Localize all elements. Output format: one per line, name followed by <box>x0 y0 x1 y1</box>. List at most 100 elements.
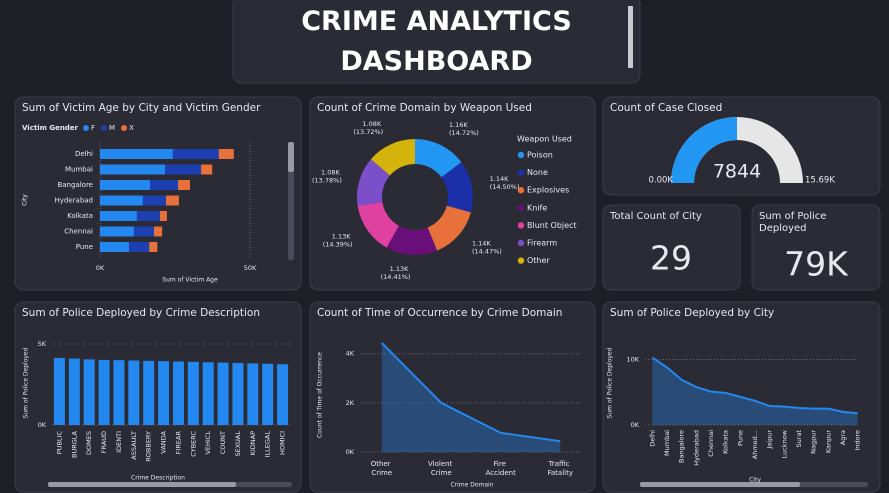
donut-slice <box>441 162 473 213</box>
bar-segment <box>149 242 158 252</box>
x-tick-label: FIREAR <box>174 431 182 455</box>
y-tick-label: Pune <box>76 243 93 251</box>
y-axis-label: Sum of Police Deployed <box>23 347 30 418</box>
bar-segment <box>218 149 234 159</box>
bar-segment <box>166 195 179 206</box>
scrollbar-thumb[interactable] <box>288 142 294 172</box>
x-tick-label: 0K <box>96 264 105 272</box>
y-axis-label: City <box>22 194 29 206</box>
data-label: 1.14K (14.50%) <box>490 175 520 191</box>
x-tick-label: Kolkata <box>722 430 730 454</box>
title-panel <box>232 0 641 84</box>
x-tick-label: Jaipur <box>766 430 774 450</box>
data-label: 1.13K (14.39%) <box>323 232 353 248</box>
bar-segment <box>165 164 202 175</box>
data-label: 1.13K (14.41%) <box>381 265 411 281</box>
bar <box>68 358 80 425</box>
legend-label: None <box>527 168 548 177</box>
bar <box>172 361 184 425</box>
legend-label: Explosives <box>527 186 569 195</box>
bar-segment <box>150 180 178 190</box>
panel <box>14 301 302 493</box>
bar <box>98 359 110 425</box>
x-tick-label: CYBERC <box>189 431 197 457</box>
donut-slice <box>415 139 462 178</box>
legend-label: M <box>109 124 115 132</box>
legend-marker <box>517 222 525 229</box>
bar-segment <box>100 180 151 190</box>
x-tick-label: DOMES <box>85 431 93 455</box>
bar-segment <box>100 242 130 252</box>
x-tick-label: FRAUD <box>100 431 108 453</box>
y-axis-label: Sum of Police Deployed <box>607 347 614 418</box>
bar <box>217 362 229 425</box>
x-axis-label: Crime Description <box>131 475 185 482</box>
bar-segment <box>133 226 154 237</box>
x-tick-label: VANDA <box>160 430 168 453</box>
bar-segment <box>178 180 190 190</box>
donut-slice <box>370 139 415 176</box>
bar <box>232 362 244 425</box>
x-tick-label: Nagpur <box>810 430 818 454</box>
x-tick-label: Other Crime <box>371 460 393 477</box>
legend-label: F <box>91 124 95 132</box>
card-value: 29 <box>650 239 692 278</box>
x-tick-label: Pune <box>736 430 744 446</box>
scrollbar-thumb[interactable] <box>48 482 236 487</box>
bar-segment <box>100 195 143 206</box>
x-tick-label: Surat <box>795 430 803 448</box>
page-title: CRIME ANALYTICS DASHBOARD <box>301 5 572 77</box>
title-box: CRIME ANALYTICS DASHBOARD <box>233 0 640 83</box>
title-scrollbar <box>628 6 633 68</box>
bar <box>113 360 125 425</box>
y-tick-label: 10K <box>626 356 639 364</box>
bar-segment <box>136 211 160 221</box>
x-axis-label: City <box>749 477 761 484</box>
x-tick-label: PUBLIC <box>55 431 63 455</box>
scrollbar-thumb[interactable] <box>640 482 800 487</box>
y-tick-label: 0K <box>346 448 355 456</box>
legend-label: Firearm <box>527 239 557 248</box>
x-tick-label: ASSAULT <box>130 431 138 460</box>
bar-segment <box>160 211 167 221</box>
gauge-max-label: 15.69K <box>805 176 835 186</box>
card-value: 79K <box>784 245 849 284</box>
donut-slice <box>427 205 471 251</box>
legend-marker <box>517 239 525 247</box>
area-line <box>381 342 561 443</box>
legend-marker <box>517 169 525 176</box>
y-tick-label: 2K <box>346 399 355 407</box>
legend-marker <box>517 257 525 264</box>
data-label: 1.08K (13.78%) <box>312 168 342 184</box>
x-tick-label: Delhi <box>648 430 656 447</box>
x-tick-label: Violent Crime <box>428 460 455 477</box>
bar <box>202 362 214 425</box>
donut-slice <box>357 159 390 207</box>
x-tick-label: Traffic Fatality <box>548 460 573 477</box>
bar-segment <box>100 211 137 221</box>
x-tick-label: Hyderabad <box>692 430 700 466</box>
panel <box>309 301 596 493</box>
y-tick-label: 4K <box>346 350 355 358</box>
panel-title: Count of Case Closed <box>610 102 722 114</box>
x-tick-label: Lucknow <box>780 429 788 458</box>
x-tick-label: IDENTI <box>115 431 123 453</box>
bar <box>247 363 259 425</box>
gauge-value-label: 7844 <box>713 161 761 183</box>
x-tick-label: HOMICI <box>279 431 287 455</box>
y-tick-label: 0K <box>631 421 640 429</box>
panel-title: Sum of Victim Age by City and Victim Gen… <box>22 102 261 114</box>
bar-segment <box>129 242 150 252</box>
bar <box>53 357 65 425</box>
bar-segment <box>100 149 173 159</box>
y-tick-label: Hyderabad <box>55 197 94 205</box>
y-tick-label: 5K <box>38 340 47 348</box>
x-tick-label: Kanpur <box>824 430 832 453</box>
legend-label: Poison <box>527 151 553 160</box>
bar-segment <box>100 226 134 237</box>
x-tick-label: ILLEGAL <box>264 431 272 458</box>
x-tick-label: KIDNAP <box>249 431 257 455</box>
x-tick-label: Fire Accident <box>486 460 516 477</box>
